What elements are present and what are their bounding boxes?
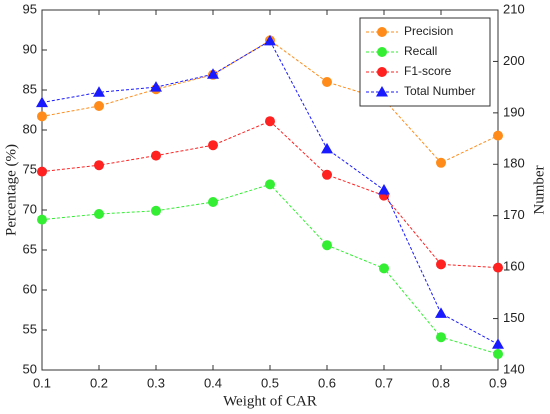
data-point	[36, 96, 48, 108]
data-point	[436, 259, 446, 270]
data-point	[322, 240, 332, 251]
data-point	[493, 130, 503, 141]
x-tick-label: 0.2	[90, 375, 108, 390]
data-point	[379, 263, 389, 274]
y2-tick-label: 180	[503, 156, 525, 171]
data-point	[207, 68, 219, 79]
legend-marker	[376, 86, 388, 97]
y-tick-label: 65	[23, 241, 37, 256]
y-tick-label: 55	[23, 321, 37, 336]
y-tick-label: 60	[23, 281, 37, 296]
data-point	[150, 81, 162, 92]
data-point	[37, 166, 47, 177]
series-line	[41, 40, 499, 345]
y2-tick-label: 170	[503, 207, 525, 222]
legend-label: Precision	[404, 24, 453, 38]
data-point	[265, 116, 275, 127]
data-point	[435, 307, 447, 318]
data-point	[322, 169, 332, 180]
y2-tick-label: 160	[503, 259, 525, 274]
y2-axis-label: Number	[531, 165, 547, 214]
x-tick-label: 0.9	[489, 375, 507, 390]
y2-tick-label: 200	[503, 53, 525, 68]
series-line	[41, 120, 499, 269]
data-point	[94, 160, 104, 171]
data-point	[93, 86, 105, 97]
data-point	[436, 157, 446, 168]
y2-tick-label: 150	[503, 310, 525, 325]
x-tick-label: 0.3	[147, 375, 165, 390]
y2-tick-label: 140	[503, 361, 525, 376]
data-point	[208, 140, 218, 151]
data-point	[37, 111, 47, 122]
legend-label: Total Number	[404, 84, 475, 98]
x-tick-label: 0.6	[318, 375, 336, 390]
legend-marker	[377, 27, 387, 37]
data-point	[94, 101, 104, 111]
x-tick-label: 0.5	[261, 375, 279, 390]
data-point	[151, 205, 161, 216]
data-point	[321, 142, 333, 154]
data-point	[264, 34, 276, 46]
y-tick-label: 75	[23, 161, 37, 176]
y-tick-label: 50	[23, 361, 37, 376]
legend-label: F1-score	[404, 64, 452, 78]
y-tick-label: 70	[23, 201, 37, 216]
y-tick-label: 85	[23, 81, 37, 96]
data-point	[492, 338, 504, 349]
x-tick-label: 0.8	[432, 375, 450, 390]
x-axis-label: Weight of CAR	[223, 393, 317, 409]
x-tick-label: 0.4	[204, 375, 222, 390]
y-tick-label: 95	[23, 1, 37, 16]
legend-marker	[377, 67, 387, 77]
data-point	[151, 150, 161, 161]
legend-marker	[377, 47, 387, 57]
x-tick-label: 0.7	[375, 375, 393, 390]
data-point	[208, 197, 218, 207]
y2-tick-label: 190	[503, 104, 525, 119]
data-point	[37, 214, 47, 225]
y-axis-label: Percentage (%)	[3, 144, 19, 236]
y-tick-label: 90	[23, 41, 37, 56]
data-point	[378, 184, 390, 195]
x-tick-label: 0.1	[33, 375, 51, 390]
data-point	[265, 179, 275, 190]
legend-label: Recall	[404, 44, 437, 58]
data-point	[436, 332, 446, 343]
y-tick-label: 80	[23, 121, 37, 136]
data-point	[322, 77, 332, 87]
data-point	[94, 209, 104, 219]
y2-tick-label: 210	[503, 1, 525, 16]
data-point	[493, 349, 503, 359]
plot-frame	[41, 9, 499, 371]
data-point	[493, 262, 503, 273]
